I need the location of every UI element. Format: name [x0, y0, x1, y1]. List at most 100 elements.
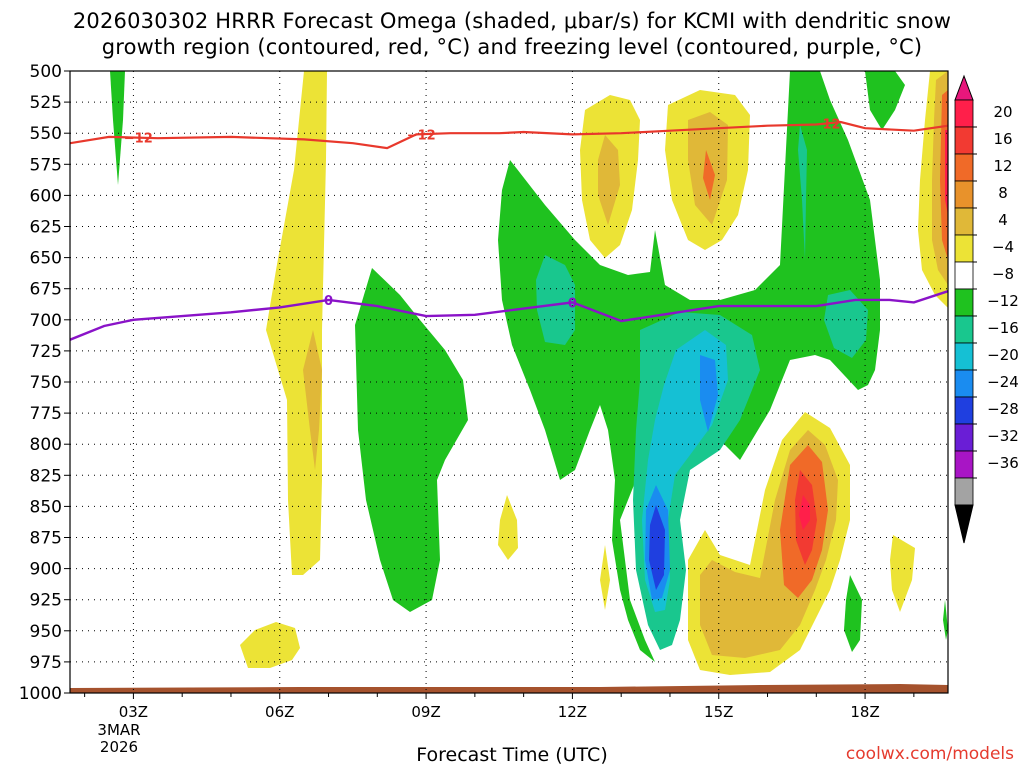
- omega-region: [498, 495, 518, 560]
- date-label-year: 2026: [99, 738, 139, 756]
- contour-labels: −12 −12 −12 0 0: [124, 117, 841, 311]
- freezing-level-contour: [70, 290, 948, 341]
- colorbar-label: −24: [987, 373, 1019, 391]
- x-tick-label: 15Z: [704, 703, 733, 721]
- colorbar-cap-top: [954, 74, 974, 101]
- x-axis: 03Z 06Z 09Z 12Z 15Z 18Z: [84, 693, 915, 721]
- colorbar-label: −16: [987, 319, 1019, 337]
- y-axis: 500 525 550 575 600 625 650 675 700 725 750 775 800 8…: [19, 62, 70, 704]
- contour-label: −12: [124, 132, 153, 147]
- colorbar-label: −36: [987, 454, 1019, 472]
- colorbar-swatch: [954, 180, 974, 209]
- dendritic-growth-contour: [70, 120, 948, 150]
- omega-region: [266, 71, 327, 575]
- x-tick-label: 03Z: [119, 703, 148, 721]
- y-tick-label: 1000: [19, 684, 62, 704]
- colorbar-label: −20: [987, 346, 1019, 364]
- y-tick-label: 675: [30, 280, 62, 300]
- y-tick-label: 525: [30, 93, 62, 113]
- y-tick-label: 850: [30, 497, 62, 517]
- colorbar-label: 4: [998, 211, 1008, 229]
- colorbar-swatch: [954, 423, 974, 452]
- omega-region: [844, 575, 862, 652]
- contour-lines: [70, 120, 948, 341]
- contour-label: −12: [812, 117, 841, 132]
- colorbar-swatch: [954, 315, 974, 344]
- y-tick-label: 575: [30, 155, 62, 175]
- colorbar-label: −8: [992, 265, 1014, 283]
- colorbar-swatch: [954, 153, 974, 182]
- x-tick-label: 06Z: [265, 703, 294, 721]
- omega-region: [943, 600, 948, 640]
- colorbar-swatch: [954, 477, 974, 506]
- y-tick-label: 950: [30, 622, 62, 642]
- chart-title-line1: 2026030302 HRRR Forecast Omega (shaded, …: [72, 9, 952, 33]
- omega-region: [355, 268, 468, 612]
- x-axis-title: Forecast Time (UTC): [416, 744, 608, 766]
- colorbar-swatch: [954, 261, 974, 290]
- y-tick-label: 725: [30, 342, 62, 362]
- colorbar-label: 16: [993, 130, 1012, 148]
- y-tick-label: 550: [30, 124, 62, 144]
- date-label: 3MAR 2026: [88, 722, 150, 756]
- omega-region: [240, 622, 300, 668]
- colorbar-label: 12: [993, 157, 1012, 175]
- chart-title-line2: growth region (contoured, red, °C) and f…: [101, 35, 923, 59]
- colorbar-swatch: [954, 288, 974, 317]
- credit-link[interactable]: coolwx.com/models: [845, 744, 1014, 764]
- y-tick-label: 650: [30, 249, 62, 269]
- omega-region: [598, 135, 620, 225]
- omega-region: [945, 130, 948, 215]
- y-tick-label: 825: [30, 466, 62, 486]
- y-tick-label: 775: [30, 404, 62, 424]
- y-tick-label: 600: [30, 186, 62, 206]
- colorbar-label: −32: [987, 427, 1019, 445]
- colorbar-swatch: [954, 234, 974, 263]
- x-tick-label: 12Z: [558, 703, 587, 721]
- contour-label: 0: [568, 296, 577, 311]
- y-tick-label: 875: [30, 529, 62, 549]
- y-tick-label: 975: [30, 653, 62, 673]
- omega-region: [700, 355, 718, 432]
- colorbar-swatch: [954, 369, 974, 398]
- y-tick-label: 750: [30, 373, 62, 393]
- y-tick-label: 500: [30, 62, 62, 82]
- x-tick-label: 09Z: [411, 703, 440, 721]
- omega-region: [824, 290, 868, 358]
- colorbar-label: −28: [987, 400, 1019, 418]
- colorbar-label: 8: [998, 184, 1008, 202]
- y-tick-label: 900: [30, 560, 62, 580]
- omega-region: [703, 150, 715, 200]
- colorbar-swatch: [954, 99, 974, 128]
- colorbar-label: −4: [992, 238, 1014, 256]
- colorbar-label: 20: [993, 103, 1012, 121]
- contour-label: −12: [407, 128, 436, 143]
- y-tick-label: 700: [30, 311, 62, 331]
- date-label-month: 3MAR: [97, 721, 141, 739]
- colorbar: 20 16 12 8 4 −4 −8 −12 −16 −20 −24 −28 −32 −36: [954, 74, 1019, 544]
- x-tick-label: 18Z: [850, 703, 879, 721]
- colorbar-swatch: [954, 126, 974, 155]
- omega-region: [865, 71, 905, 130]
- colorbar-swatch: [954, 342, 974, 371]
- chart-title: 2026030302 HRRR Forecast Omega (shaded, …: [0, 8, 1024, 60]
- omega-region: [600, 545, 610, 610]
- colorbar-cap-bottom: [954, 504, 974, 544]
- contour-label: 0: [324, 294, 333, 309]
- colorbar-swatch: [954, 207, 974, 236]
- colorbar-swatch: [954, 396, 974, 425]
- omega-shading: [70, 71, 948, 693]
- y-tick-label: 925: [30, 591, 62, 611]
- omega-region: [303, 330, 322, 470]
- y-tick-label: 625: [30, 218, 62, 238]
- y-tick-label: 800: [30, 435, 62, 455]
- omega-region: [890, 535, 915, 612]
- omega-region: [798, 125, 807, 260]
- colorbar-swatch: [954, 450, 974, 479]
- colorbar-label: −12: [987, 292, 1019, 310]
- surface-terrain: [70, 684, 948, 693]
- omega-region: [536, 255, 575, 345]
- omega-region: [799, 495, 810, 530]
- omega-region: [110, 71, 125, 185]
